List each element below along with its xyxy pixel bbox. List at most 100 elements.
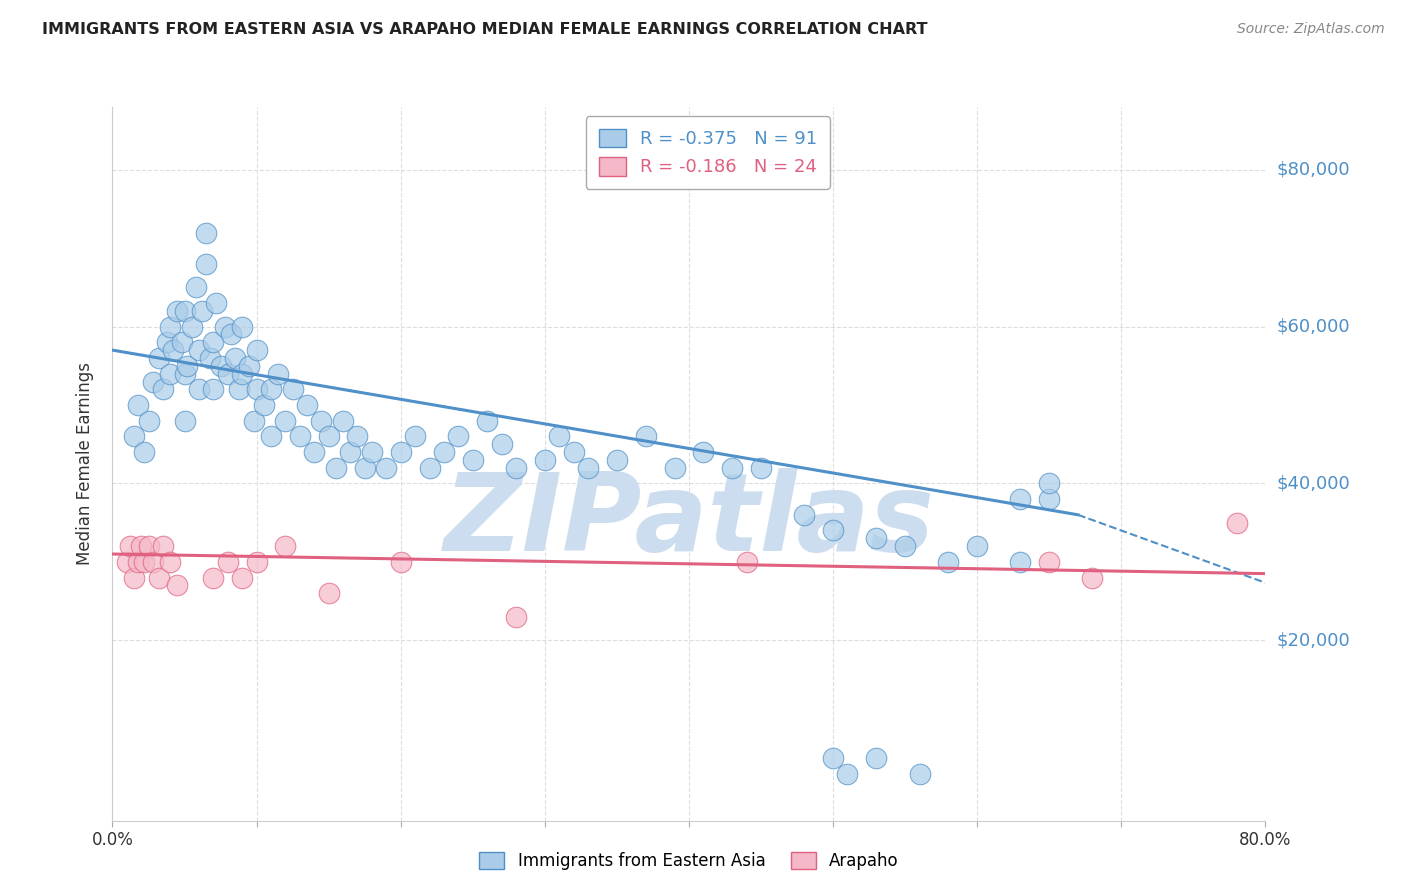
Point [966,539,988,553]
Point [228,382,250,396]
Point [188,382,211,396]
Point [894,539,917,553]
Point [576,460,599,475]
Point [195,257,218,271]
Point [749,460,772,475]
Point [735,555,758,569]
Point [173,304,195,318]
Point [166,304,188,318]
Point [170,335,193,350]
Point [148,570,170,584]
Point [281,382,304,396]
Point [274,539,297,553]
Point [245,382,267,396]
Point [325,460,347,475]
Point [491,437,513,451]
Point [821,524,844,538]
Point [217,367,239,381]
Point [159,319,181,334]
Point [127,398,149,412]
Legend: Immigrants from Eastern Asia, Arapaho: Immigrants from Eastern Asia, Arapaho [472,845,905,877]
Point [865,751,887,765]
Point [419,460,441,475]
Point [180,319,202,334]
Point [156,335,179,350]
Point [389,555,412,569]
Point [245,343,267,358]
Point [1010,555,1032,569]
Point [260,382,283,396]
Point [166,578,188,592]
Point [339,445,361,459]
Point [1038,555,1060,569]
Point [148,351,170,365]
Point [162,343,184,358]
Point [475,414,498,428]
Point [118,539,141,553]
Point [304,445,326,459]
Point [404,429,426,443]
Point [267,367,290,381]
Point [274,414,297,428]
Point [152,382,174,396]
Point [389,445,412,459]
Point [1226,516,1249,530]
Point [533,453,555,467]
Point [122,570,145,584]
Point [173,367,195,381]
Point [231,367,253,381]
Point [195,226,218,240]
Point [152,539,174,553]
Point [138,414,160,428]
Point [188,343,211,358]
Text: Source: ZipAtlas.com: Source: ZipAtlas.com [1237,22,1385,37]
Point [360,445,382,459]
Point [138,539,160,553]
Point [1038,476,1060,491]
Text: $80,000: $80,000 [1277,161,1350,178]
Point [433,445,456,459]
Point [260,429,283,443]
Point [346,429,368,443]
Point [461,453,484,467]
Point [134,445,156,459]
Point [1010,492,1032,507]
Y-axis label: Median Female Earnings: Median Female Earnings [76,362,94,566]
Point [122,429,145,443]
Text: ZIPatlas: ZIPatlas [443,468,935,574]
Point [245,555,267,569]
Point [821,751,844,765]
Point [205,296,228,310]
Point [865,532,887,546]
Point [318,429,340,443]
Point [142,375,165,389]
Point [242,414,264,428]
Point [721,460,744,475]
Point [191,304,214,318]
Point [202,335,225,350]
Point [332,414,354,428]
Point [318,586,340,600]
Point [562,445,585,459]
Point [231,319,253,334]
Point [936,555,959,569]
Point [311,414,333,428]
Point [219,327,242,342]
Point [692,445,714,459]
Point [209,359,232,373]
Point [159,555,181,569]
Point [231,570,253,584]
Point [837,766,859,780]
Point [505,609,527,624]
Point [447,429,470,443]
Point [176,359,198,373]
Point [184,280,207,294]
Point [224,351,246,365]
Point [505,460,527,475]
Point [1081,570,1104,584]
Point [375,460,398,475]
Point [200,351,222,365]
Point [202,382,225,396]
Point [217,555,239,569]
Text: $20,000: $20,000 [1277,632,1350,649]
